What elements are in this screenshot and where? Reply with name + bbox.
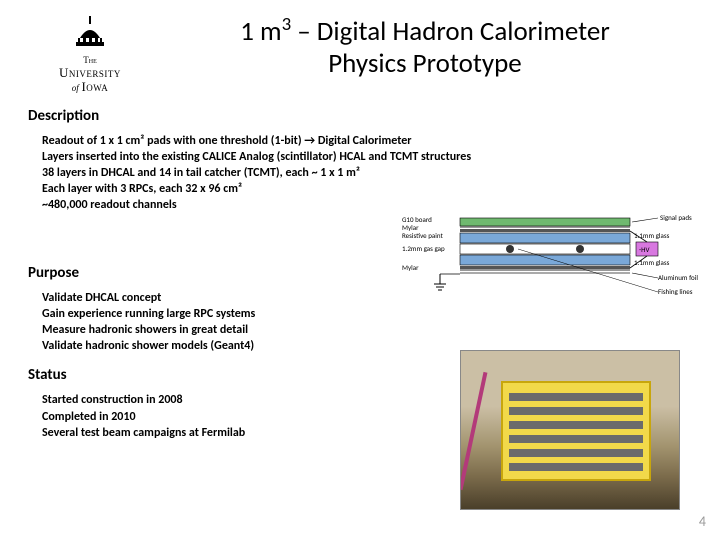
status-body: Started construction in 2008 Completed i… bbox=[42, 392, 402, 441]
purpose-line: Validate DHCAL concept bbox=[42, 290, 402, 306]
title-line2: Physics Prototype bbox=[328, 47, 522, 80]
logo-iowa: Iowa bbox=[81, 79, 108, 94]
logo-the: The bbox=[83, 55, 97, 65]
title-sup: 3 bbox=[282, 13, 292, 36]
heading-description: Description bbox=[28, 107, 720, 125]
page-number: 4 bbox=[699, 513, 706, 530]
lbl-mylar2: Mylar bbox=[402, 263, 419, 272]
purpose-line: Measure hadronic showers in great detail bbox=[42, 322, 402, 338]
desc-line: Readout of 1 x 1 cm² pads with one thres… bbox=[42, 133, 592, 149]
title-line1-post: – Digital Hadron Calorimeter bbox=[291, 15, 610, 48]
page-title: 1 m3 – Digital Hadron Calorimeter Physic… bbox=[140, 8, 710, 81]
purpose-line: Gain experience running large RPC system… bbox=[42, 306, 402, 322]
purpose-line: Validate hadronic shower models (Geant4) bbox=[42, 338, 402, 354]
desc-line: 38 layers in DHCAL and 14 in tail catche… bbox=[42, 165, 592, 181]
status-line: Several test beam campaigns at Fermilab bbox=[42, 425, 402, 441]
lbl-gasgap: 1.2mm gas gap bbox=[402, 244, 445, 253]
lbl-fishing: Fishing lines bbox=[658, 287, 693, 296]
rpc-cross-section-diagram: G10 board Mylar Resistive paint 1.2mm ga… bbox=[400, 212, 700, 298]
lbl-hv: -HV bbox=[639, 245, 650, 254]
status-line: Started construction in 2008 bbox=[42, 392, 402, 408]
dome-icon bbox=[70, 12, 110, 52]
purpose-body: Validate DHCAL concept Gain experience r… bbox=[42, 290, 402, 355]
status-line: Completed in 2010 bbox=[42, 409, 402, 425]
description-body: Readout of 1 x 1 cm² pads with one thres… bbox=[42, 133, 592, 214]
detector-photo bbox=[460, 350, 680, 510]
logo-university: University bbox=[59, 65, 121, 80]
lbl-resistive: Resistive paint bbox=[402, 231, 443, 240]
lbl-glass2: 1.1mm glass bbox=[634, 258, 670, 267]
lbl-signal: Signal pads bbox=[660, 213, 692, 222]
title-line1-pre: 1 m bbox=[240, 15, 281, 48]
uiowa-logo: The University of Iowa bbox=[40, 8, 140, 95]
lbl-glass1: 1.1mm glass bbox=[634, 231, 670, 240]
desc-line: Layers inserted into the existing CALICE… bbox=[42, 149, 592, 165]
lbl-alfoil: Aluminum foil bbox=[658, 273, 698, 282]
desc-line: Each layer with 3 RPCs, each 32 x 96 cm² bbox=[42, 181, 592, 197]
logo-of: of bbox=[72, 83, 79, 93]
